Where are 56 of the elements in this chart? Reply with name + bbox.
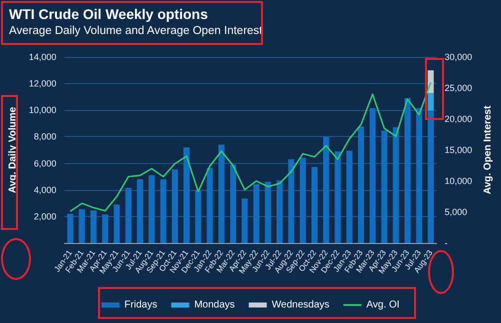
line-series: [69, 82, 432, 212]
bar: [428, 70, 434, 94]
y2-tick-label: 30,000: [444, 52, 472, 62]
bar: [148, 175, 155, 243]
bar: [184, 147, 190, 243]
legend-label: Wednesdays: [272, 300, 330, 310]
y2-tick-label: 15,000: [444, 145, 472, 155]
y2-axis-title: Avg. Open Interest: [482, 105, 494, 194]
y2-tick-label: -: [444, 238, 448, 248]
bar: [90, 210, 97, 243]
bar: [136, 179, 144, 243]
y-tick-label: 2,000: [34, 211, 56, 222]
bar: [102, 214, 108, 243]
y2-tick-label: 5,000: [444, 207, 468, 217]
bar: [416, 108, 422, 243]
bar: [428, 110, 434, 243]
chart-title: WTI Crude Oil Weekly options: [9, 6, 208, 22]
bar: [242, 198, 248, 243]
y-tick-label: 12,000: [28, 78, 56, 89]
chart-subtitle: Average Daily Volume and Average Open Interest: [9, 25, 264, 37]
legend-label: Fridays: [124, 300, 158, 310]
y-tick-label: 14,000: [28, 52, 56, 62]
bar: [381, 130, 388, 243]
bar: [253, 184, 260, 243]
bar: [323, 136, 330, 243]
bar: [346, 150, 352, 243]
bar: [404, 98, 411, 243]
bar: [288, 159, 294, 243]
bar: [311, 167, 318, 243]
y-tick-label: 6,000: [34, 158, 56, 168]
bar: [218, 144, 224, 243]
y-tick-label: 8,000: [34, 132, 56, 142]
bar: [114, 204, 120, 243]
bar: [276, 180, 283, 243]
bar: [172, 169, 178, 243]
bar: [370, 108, 376, 243]
bar: [195, 190, 202, 243]
bar: [358, 126, 364, 243]
bar: [300, 158, 306, 243]
y2-tick-label: 10,000: [444, 176, 472, 186]
bar: [206, 168, 213, 243]
bar: [160, 179, 166, 243]
bar: [428, 93, 434, 111]
y-tick-label: 10,000: [28, 105, 56, 116]
bar: [67, 214, 74, 243]
y-tick-label: 4,000: [34, 184, 56, 195]
bar: [230, 164, 236, 243]
bar: [78, 209, 85, 243]
y2-tick-label: 25,000: [444, 83, 472, 93]
legend-label: Avg. OI: [366, 300, 400, 310]
bar: [264, 182, 271, 243]
y2-tick-label: 20,000: [444, 114, 472, 124]
bar: [392, 127, 399, 243]
bar: [334, 151, 341, 243]
bar: [125, 188, 132, 243]
legend-label: Mondays: [194, 300, 235, 310]
